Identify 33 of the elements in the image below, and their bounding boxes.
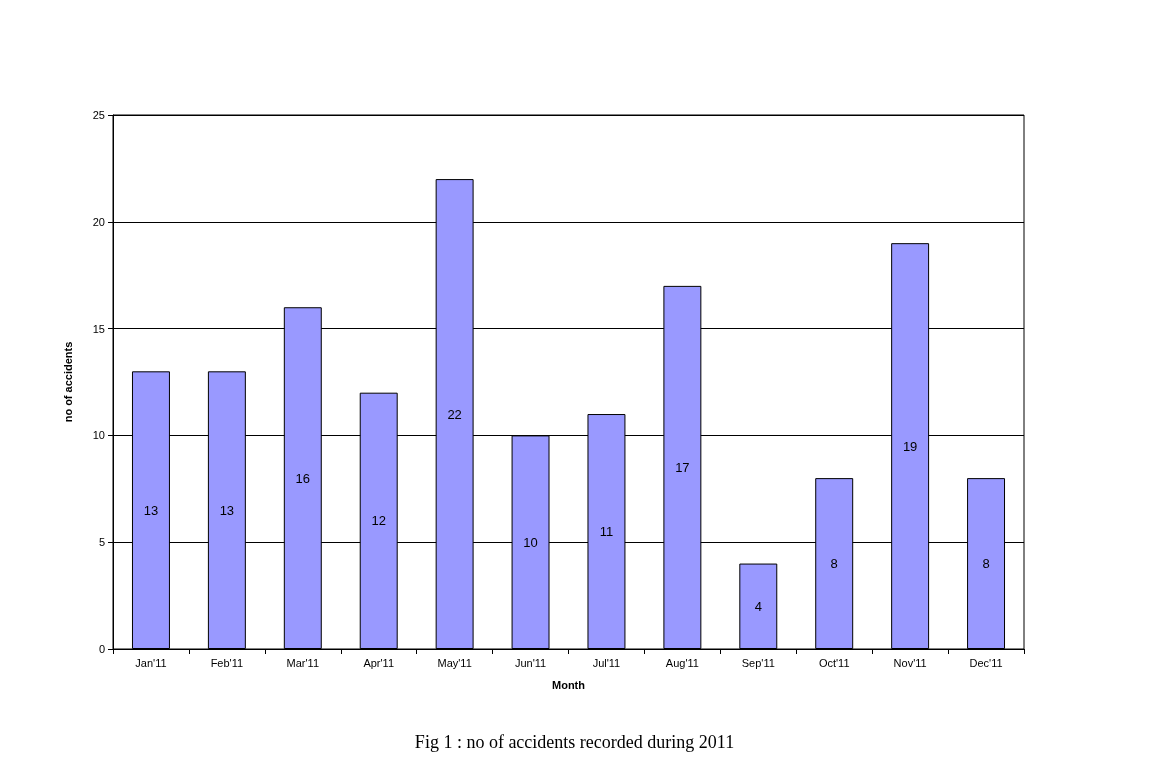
y-tick-label: 25 xyxy=(92,109,105,121)
x-tick-label: Feb'11 xyxy=(210,656,244,669)
x-tick-label: Dec'11 xyxy=(969,656,1003,669)
data-label: 16 xyxy=(295,470,311,486)
x-tick-label: Apr'11 xyxy=(363,656,395,669)
x-tick-label: Jan'11 xyxy=(135,656,167,669)
y-tick-label: 15 xyxy=(92,322,105,335)
x-axis-title: Month xyxy=(552,678,586,691)
data-label: 22 xyxy=(447,406,462,422)
data-label: 10 xyxy=(523,534,538,550)
data-label: 17 xyxy=(675,459,690,475)
x-tick-label: Sep'11 xyxy=(741,656,775,669)
data-label: 12 xyxy=(371,513,386,529)
x-tick-label: Jul'11 xyxy=(592,656,621,669)
x-tick-label: Nov'11 xyxy=(893,656,927,669)
data-label: 13 xyxy=(219,502,235,518)
x-tick-label: Mar'11 xyxy=(286,656,320,669)
x-tick-label: May'11 xyxy=(437,656,472,669)
data-label: 19 xyxy=(902,438,918,454)
data-label: 4 xyxy=(754,598,762,614)
y-tick-label: 0 xyxy=(98,643,105,655)
caption: Fig 1 : no of accidents recorded during 2011 xyxy=(414,732,735,752)
x-tick-label: Jun'11 xyxy=(514,656,547,669)
x-tick-label: Aug'11 xyxy=(665,656,699,669)
y-tick-label: 10 xyxy=(92,429,105,442)
data-label: 13 xyxy=(143,502,159,518)
y-tick-label: 5 xyxy=(98,536,105,549)
data-label: 11 xyxy=(599,524,614,540)
y-axis-title: no of accidents xyxy=(61,341,74,423)
x-tick-label: Oct'11 xyxy=(818,656,850,669)
data-label: 8 xyxy=(830,556,838,572)
data-label: 8 xyxy=(982,556,990,572)
y-tick-label: 20 xyxy=(92,215,105,228)
